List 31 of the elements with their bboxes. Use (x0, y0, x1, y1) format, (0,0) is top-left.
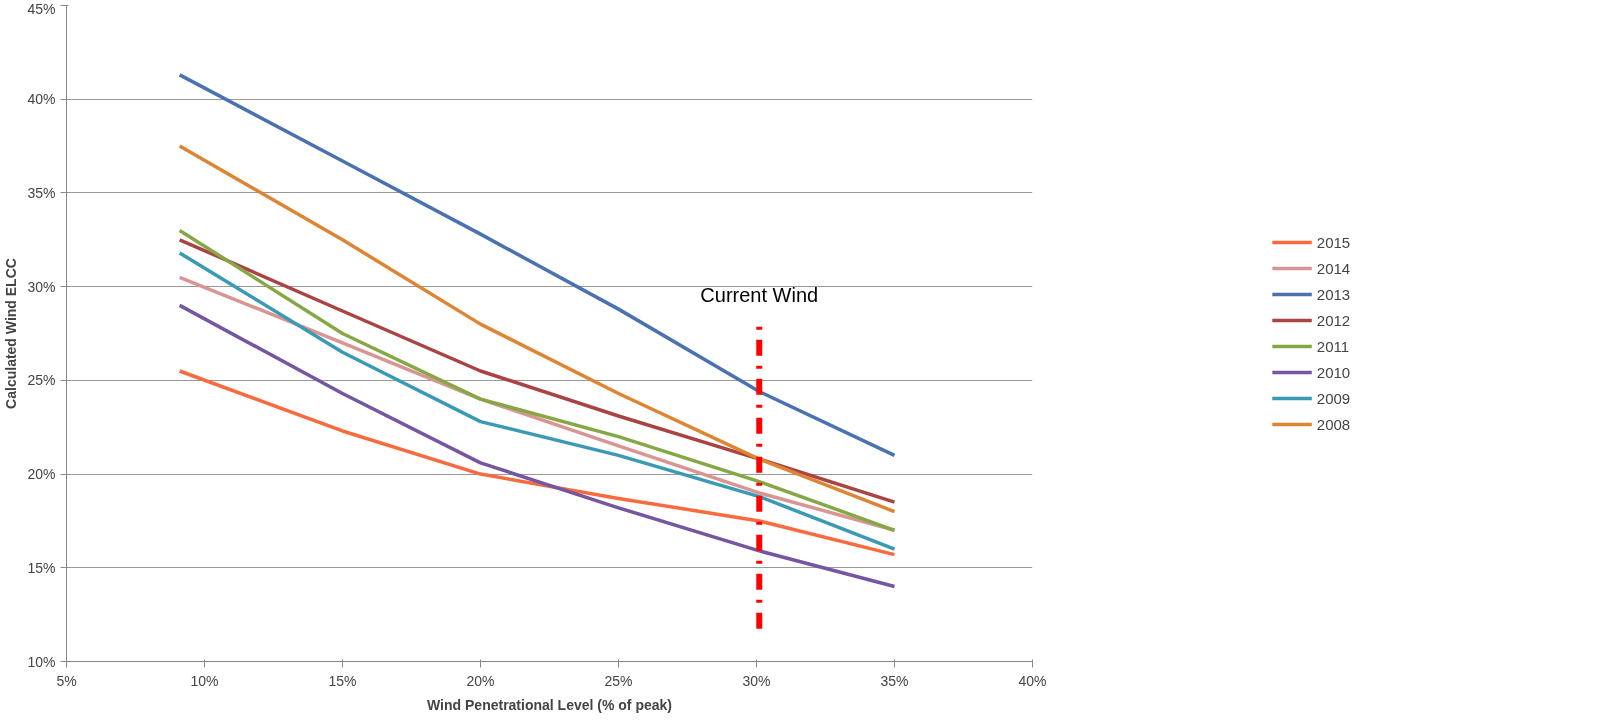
legend-label: 2012 (1316, 311, 1351, 329)
legend-label: 2014 (1316, 259, 1351, 277)
y-tick-label: 15% (27, 559, 56, 576)
legend-label: 2008 (1316, 415, 1351, 433)
x-axis-title: Wind Penetrational Level (% of peak) (427, 696, 672, 713)
legend-label: 2009 (1316, 389, 1351, 407)
line-series (177, 303, 897, 589)
y-tick-label: 45% (27, 0, 56, 17)
y-axis-title: Calculated Wind ELCC (3, 258, 20, 409)
legend-label: 2011 (1316, 337, 1350, 355)
line-series (177, 144, 897, 514)
line-series (177, 369, 897, 557)
y-tick-label: 35% (27, 184, 56, 201)
line-series (177, 73, 897, 458)
y-tick-label: 20% (27, 466, 56, 483)
y-tick-label: 30% (27, 278, 56, 295)
y-tick-label: 25% (27, 372, 56, 389)
ref-line-label: Current Wind (700, 284, 819, 307)
x-tick-label: 25% (604, 672, 633, 689)
x-tick-label: 20% (466, 672, 495, 689)
x-tick-label: 30% (742, 672, 771, 689)
legend-label: 2010 (1316, 363, 1351, 381)
x-tick-label: 40% (1018, 672, 1047, 689)
x-tick-label: 10% (190, 672, 219, 689)
legend-label: 2013 (1316, 285, 1351, 303)
y-tick-label: 10% (27, 653, 56, 670)
y-tick-label: 40% (27, 91, 56, 108)
x-tick-label: 35% (880, 672, 909, 689)
legend-label: 2015 (1316, 233, 1351, 251)
x-tick-label: 5% (56, 672, 77, 689)
x-tick-label: 15% (328, 672, 357, 689)
